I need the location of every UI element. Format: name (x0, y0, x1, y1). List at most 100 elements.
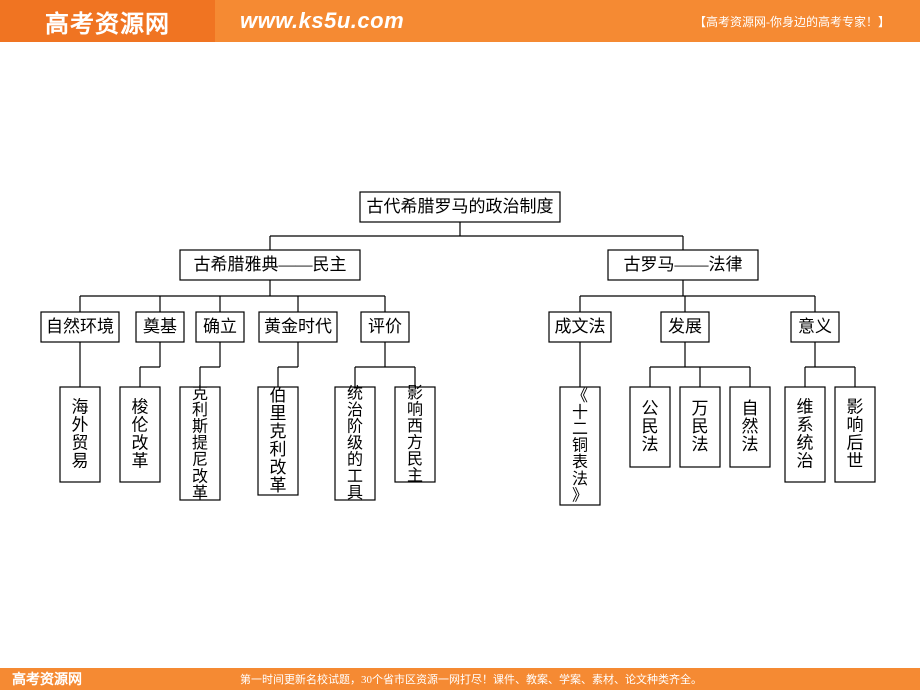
svg-text:主: 主 (407, 467, 423, 485)
svg-text:法: 法 (572, 470, 588, 488)
node-r2b: 万民法 (680, 387, 720, 467)
node-g4: 黄金时代 (259, 312, 337, 342)
svg-text:》: 》 (572, 487, 588, 504)
tree-diagram: 古代希腊罗马的政治制度古希腊雅典——民主 古罗马——法律自然环境 奠基 确立 黄金时代 评… (25, 172, 895, 552)
node-r2a: 公民法 (630, 387, 670, 467)
svg-text:治: 治 (797, 451, 814, 470)
edges (80, 222, 855, 387)
svg-text:工: 工 (347, 468, 363, 485)
svg-text:方: 方 (407, 433, 423, 451)
svg-text:万: 万 (692, 399, 709, 418)
svg-text:克: 克 (192, 384, 208, 402)
svg-text:影: 影 (407, 384, 423, 402)
node-g4a: 伯里克利改革 (258, 386, 298, 495)
svg-text:维: 维 (797, 397, 814, 416)
svg-text:表: 表 (572, 453, 588, 471)
svg-text:统: 统 (347, 384, 363, 402)
svg-text:伦: 伦 (132, 415, 149, 434)
svg-text:世: 世 (847, 451, 864, 470)
svg-text:级: 级 (347, 434, 363, 452)
node-root: 古代希腊罗马的政治制度 (360, 192, 560, 222)
svg-text:海: 海 (72, 397, 89, 416)
svg-text:尼: 尼 (192, 452, 208, 469)
svg-text:法: 法 (692, 435, 709, 454)
svg-text:改: 改 (132, 433, 149, 452)
svg-text:西: 西 (407, 418, 423, 435)
svg-text:的: 的 (347, 451, 363, 469)
svg-text:改: 改 (192, 467, 208, 485)
svg-text:法: 法 (642, 435, 659, 454)
svg-text:民: 民 (692, 417, 709, 436)
svg-text:后: 后 (847, 433, 864, 452)
svg-text:确立: 确立 (203, 317, 237, 336)
node-g1: 自然环境 (41, 312, 119, 342)
svg-text:古代希腊罗马的政治制度: 古代希腊罗马的政治制度 (367, 197, 554, 216)
svg-text:提: 提 (192, 434, 208, 452)
svg-text:法: 法 (742, 435, 759, 454)
svg-text:伯: 伯 (270, 386, 287, 405)
svg-text:古罗马——法律: 古罗马——法律 (624, 255, 743, 274)
node-greece: 古希腊雅典——民主 (180, 250, 360, 280)
svg-text:改: 改 (270, 458, 287, 477)
node-r2c: 自然法 (730, 387, 770, 467)
svg-text:革: 革 (192, 484, 208, 502)
footer-bar: 高考资源网 第一时间更新名校试题，30个省市区资源一网打尽！课件、教案、学案、素… (0, 668, 920, 690)
svg-text:易: 易 (72, 451, 89, 470)
node-r3n: 意义 (791, 312, 839, 342)
svg-text:里: 里 (270, 404, 287, 423)
svg-text:二: 二 (572, 421, 588, 438)
svg-text:治: 治 (347, 401, 363, 419)
svg-text:斯: 斯 (192, 418, 208, 436)
node-g2a: 梭伦改革 (120, 387, 160, 482)
svg-text:革: 革 (270, 476, 287, 495)
svg-text:黄金时代: 黄金时代 (264, 317, 332, 336)
svg-text:公: 公 (642, 399, 659, 418)
svg-text:统: 统 (797, 433, 814, 452)
node-r1a: 《十二铜表法》 (560, 387, 600, 505)
svg-text:发展: 发展 (668, 317, 702, 336)
svg-text:奠基: 奠基 (143, 317, 177, 336)
svg-text:意义: 意义 (798, 317, 832, 336)
node-r2n: 发展 (661, 312, 709, 342)
site-slogan: 【高考资源网-你身边的高考专家！】 (694, 13, 890, 30)
node-rome: 古罗马——法律 (608, 250, 758, 280)
svg-text:十: 十 (572, 404, 588, 422)
node-r3b: 影响后世 (835, 387, 875, 482)
svg-text:然: 然 (742, 417, 759, 436)
svg-text:自然环境: 自然环境 (46, 317, 114, 336)
svg-text:具: 具 (347, 485, 363, 502)
slide-content: 古代希腊罗马的政治制度古希腊雅典——民主 古罗马——法律自然环境 奠基 确立 黄金时代 评… (0, 42, 920, 668)
svg-text:阶: 阶 (347, 418, 363, 436)
nodes: 古代希腊罗马的政治制度古希腊雅典——民主 古罗马——法律自然环境 奠基 确立 黄金时代 评… (41, 192, 875, 505)
node-r3a: 维系统治 (785, 387, 825, 482)
node-r1n: 成文法 (549, 312, 611, 342)
svg-text:外: 外 (72, 415, 89, 434)
svg-text:《: 《 (572, 388, 588, 405)
logo-text: 高考资源网 (45, 4, 170, 39)
svg-text:民: 民 (407, 451, 423, 468)
svg-text:克: 克 (270, 422, 287, 441)
svg-text:影: 影 (847, 397, 864, 416)
header-bar: 高考资源网 www.ks5u.com 【高考资源网-你身边的高考专家！】 (0, 0, 920, 42)
node-g2: 奠基 (136, 312, 184, 342)
svg-text:系: 系 (797, 415, 814, 434)
svg-text:革: 革 (132, 451, 149, 470)
svg-text:利: 利 (192, 401, 208, 419)
svg-text:利: 利 (270, 440, 287, 459)
node-g3: 确立 (196, 312, 244, 342)
node-g1a: 海外贸易 (60, 387, 100, 482)
footer-text: 第一时间更新名校试题，30个省市区资源一网打尽！课件、教案、学案、素材、论文种类… (120, 671, 702, 687)
svg-text:评价: 评价 (368, 317, 402, 336)
svg-text:响: 响 (407, 400, 423, 418)
node-g3a: 克利斯提尼改革 (180, 384, 220, 501)
footer-logo: 高考资源网 (0, 669, 120, 689)
svg-text:成文法: 成文法 (555, 317, 606, 336)
svg-text:民: 民 (642, 417, 659, 436)
svg-text:梭: 梭 (132, 397, 149, 416)
node-g5a: 统治阶级的工具 (335, 384, 375, 501)
svg-text:响: 响 (847, 415, 864, 434)
site-logo: 高考资源网 (0, 0, 215, 42)
svg-text:自: 自 (742, 399, 759, 418)
node-g5b: 影响西方民主 (395, 384, 435, 485)
svg-text:古希腊雅典——民主: 古希腊雅典——民主 (194, 255, 347, 274)
